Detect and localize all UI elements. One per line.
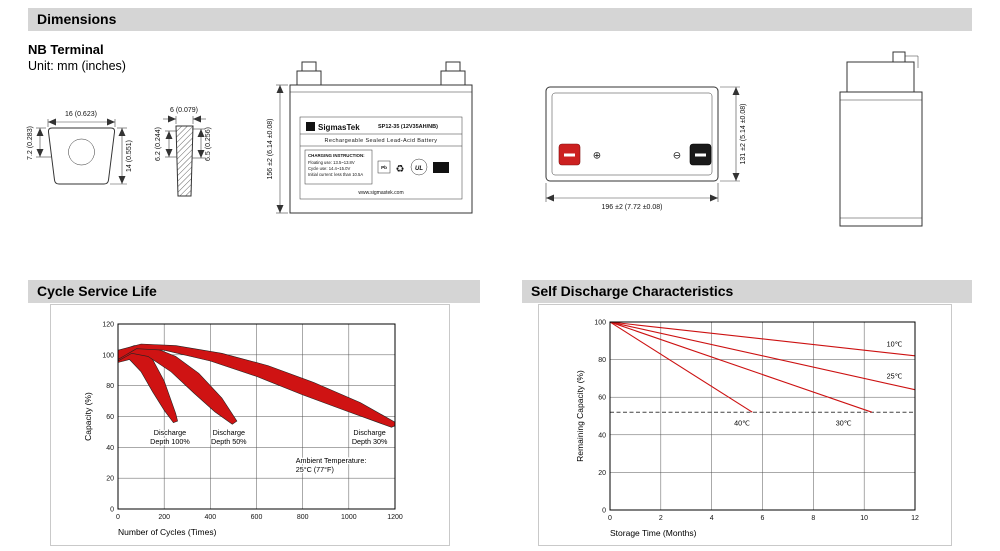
self-discharge-chart: 0 2 4 6 8 10 12 0 20 40 60 80 100 10℃ 25℃ 40℃ 30℃ Storage… [575, 320, 919, 539]
svg-text:25°C (77°F): 25°C (77°F) [296, 465, 334, 474]
svg-text:0: 0 [602, 508, 606, 515]
svg-text:600: 600 [251, 514, 263, 521]
self-discharge-header: Self Discharge Characteristics [522, 280, 972, 303]
terminal-height-dim: 14 (0.551) [126, 140, 133, 172]
unit-note: Unit: mm (inches) [28, 59, 126, 73]
brand-logo-icon [306, 122, 315, 131]
certification-mark-icon [433, 162, 449, 173]
recycle-icon: ♻ [396, 164, 405, 175]
svg-text:Discharge: Discharge [353, 428, 385, 437]
brand-name: SigmasTek [318, 123, 360, 132]
svg-text:120: 120 [102, 322, 114, 329]
svg-text:12: 12 [911, 515, 919, 522]
svg-text:40: 40 [598, 432, 606, 439]
svg-text:30℃: 30℃ [836, 418, 852, 427]
terminal-width-dim: 16 (0.623) [65, 111, 97, 118]
brand-website: www.sigmastek.com [358, 190, 403, 196]
top-view-length-dim: 196 ±2 (7.72 ±0.08) [601, 204, 662, 211]
top-view-width-dim: 131 ±2 (5.14 ±0.08) [740, 103, 747, 164]
battery-top-view-drawing: ⊕ ⊖ 196 ±2 (7.72 ±0.08) 131 ±2 (5.14 ±0.… [545, 86, 747, 211]
svg-text:Capacity (%): Capacity (%) [83, 392, 93, 441]
svg-text:100: 100 [102, 352, 114, 359]
svg-text:0: 0 [110, 507, 114, 514]
negative-symbol: ⊖ [673, 151, 681, 162]
svg-text:Number of Cycles (Times): Number of Cycles (Times) [118, 527, 217, 537]
battery-case [289, 84, 473, 214]
terminal-upper-height-dim: 7.2 (0.283) [27, 126, 34, 160]
svg-text:1200: 1200 [387, 514, 403, 521]
front-height-dim: 156 ±2 (6.14 ±0.08) [267, 118, 274, 179]
battery-side-view-drawing [839, 51, 923, 227]
ul-icon [410, 158, 428, 176]
front-left-terminal-nub [301, 61, 317, 72]
svg-text:6: 6 [761, 515, 765, 522]
svg-text:40: 40 [106, 445, 114, 452]
svg-text:800: 800 [297, 514, 309, 521]
svg-text:8: 8 [811, 515, 815, 522]
front-left-terminal [296, 70, 322, 86]
dimensions-section-header: Dimensions [28, 8, 972, 31]
battery-type-line: Rechargeable Sealed Lead-Acid Battery [325, 138, 438, 144]
self-discharge-chart-box: 0 2 4 6 8 10 12 0 20 40 60 80 100 10℃ 25℃ 40℃ 30℃ Storage… [538, 304, 952, 546]
battery-front-view-drawing: SigmasTek SP12-35 (12V35AH/NB) Rechargea… [267, 61, 473, 214]
front-right-terminal-nub [445, 61, 461, 72]
section-thickness-dim: 6 (0.079) [170, 107, 198, 114]
terminal-top-view-drawing: 16 (0.623) 7.2 (0.283) 14 (0.551) [27, 111, 133, 185]
svg-text:1000: 1000 [341, 514, 357, 521]
terminal-section-view-drawing: 6 (0.079) 6.2 (0.244) 6.5 (0.256) [155, 107, 212, 197]
svg-text:200: 200 [158, 514, 170, 521]
terminal-type-label: NB Terminal [28, 42, 104, 57]
model-number: SP12-35 (12V35AH/NB) [378, 124, 438, 130]
pb-icon [377, 160, 391, 174]
svg-text:Ambient Temperature:: Ambient Temperature: [296, 456, 367, 465]
front-right-terminal [440, 70, 466, 86]
svg-text:20: 20 [106, 476, 114, 483]
svg-text:20: 20 [598, 470, 606, 477]
svg-text:80: 80 [106, 383, 114, 390]
pb-icon-label: Pb [381, 165, 387, 170]
svg-text:100: 100 [594, 320, 606, 327]
svg-text:Depth 50%: Depth 50% [211, 437, 247, 446]
svg-text:400: 400 [204, 514, 216, 521]
svg-text:60: 60 [598, 395, 606, 402]
ul-icon-label: UL [415, 166, 423, 172]
svg-text:4: 4 [710, 515, 714, 522]
svg-text:Remaining Capacity (%): Remaining Capacity (%) [575, 370, 585, 462]
svg-text:2: 2 [659, 515, 663, 522]
svg-text:0: 0 [116, 514, 120, 521]
svg-text:10: 10 [860, 515, 868, 522]
section-right-dim: 6.5 (0.256) [205, 127, 212, 161]
svg-text:Storage Time (Months): Storage Time (Months) [610, 528, 697, 538]
dimension-drawings: 16 (0.623) 7.2 (0.283) 14 (0.551) 6 (0.0… [27, 51, 923, 227]
svg-text:40℃: 40℃ [734, 418, 750, 427]
section-left-dim: 6.2 (0.244) [155, 127, 162, 161]
charging-line-3: Initial current: less than 10.5A [308, 172, 363, 177]
charging-instruction-title: CHARGING INSTRUCTION: [308, 153, 365, 158]
svg-text:Discharge: Discharge [213, 428, 245, 437]
battery-label-panel [299, 116, 463, 200]
cycle-service-life-chart-box: 0 200 400 600 800 1000 1200 0 20 40 60 80 100 120 Disc… [50, 304, 450, 546]
svg-text:Depth 30%: Depth 30% [352, 437, 388, 446]
svg-text:10℃: 10℃ [887, 339, 903, 348]
cycle-service-life-chart: 0 200 400 600 800 1000 1200 0 20 40 60 80 100 120 Disc… [83, 322, 403, 538]
charging-line-1: Floating use: 13.5~13.8V [308, 160, 355, 165]
charging-line-2: Cycle use: 14.4~15.0V [308, 166, 350, 171]
svg-text:25℃: 25℃ [887, 371, 903, 380]
svg-text:Depth 100%: Depth 100% [150, 437, 190, 446]
cycle-service-life-header: Cycle Service Life [28, 280, 480, 303]
svg-text:Discharge: Discharge [154, 428, 186, 437]
positive-symbol: ⊕ [593, 151, 601, 162]
svg-text:60: 60 [106, 414, 114, 421]
charging-instruction-box [304, 149, 373, 185]
svg-text:80: 80 [598, 357, 606, 364]
svg-text:0: 0 [608, 515, 612, 522]
